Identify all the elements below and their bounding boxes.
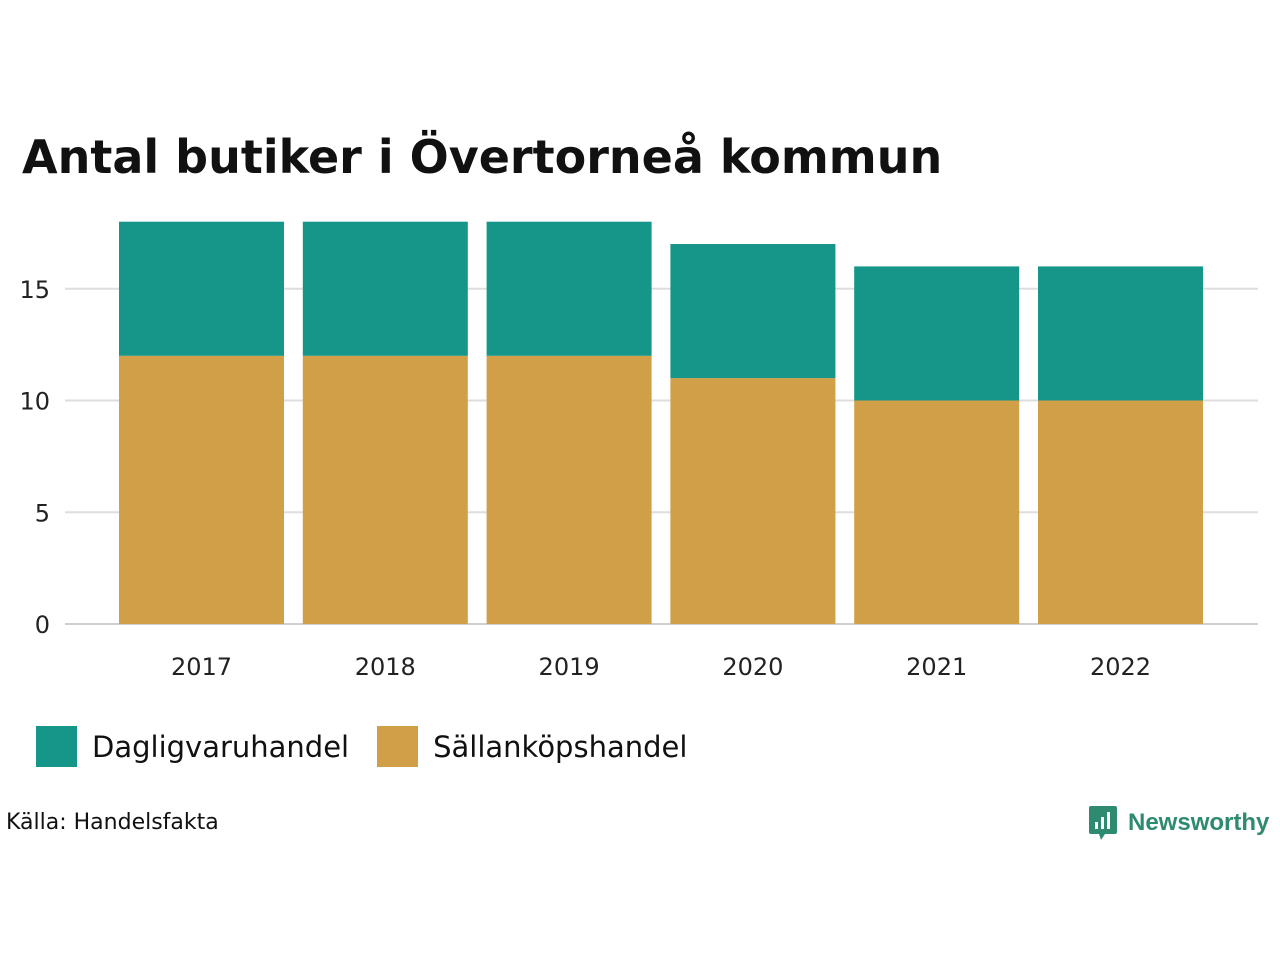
bar-dagligvaruhandel-2020 <box>670 244 836 379</box>
x-tick-label-2018: 2018 <box>355 653 416 681</box>
bar-dagligvaruhandel-2021 <box>854 266 1020 401</box>
legend-label-sallankopshandel: Sällanköpshandel <box>433 729 688 764</box>
stacked-bar-chart: 0 5 10 15 2017 2018 2019 2020 2021 2022 <box>19 221 1258 681</box>
source-note: Källa: Handelsfakta <box>6 810 219 835</box>
y-tick-label: 0 <box>35 611 50 639</box>
bar-sallankopshandel-2021 <box>854 400 1020 624</box>
bar-dagligvaruhandel-2017 <box>119 221 284 356</box>
legend-label-dagligvaruhandel: Dagligvaruhandel <box>92 729 350 764</box>
bar-sallankopshandel-2017 <box>119 355 284 624</box>
legend-swatch-sallankopshandel <box>377 726 419 767</box>
bar-sallankopshandel-2022 <box>1038 400 1203 624</box>
bar-sallankopshandel-2020 <box>670 378 836 624</box>
bar-chart-speech-bubble-icon <box>1089 806 1117 840</box>
y-tick-label: 10 <box>19 388 50 416</box>
x-tick-label-2017: 2017 <box>171 653 232 681</box>
legend-item-sallankopshandel: Sällanköpshandel <box>377 726 687 767</box>
bar-dagligvaruhandel-2018 <box>302 221 468 356</box>
legend-item-dagligvaruhandel: Dagligvaruhandel <box>36 726 349 767</box>
bar-dagligvaruhandel-2019 <box>486 221 652 356</box>
legend: Dagligvaruhandel Sällanköpshandel <box>36 726 715 767</box>
x-tick-label-2019: 2019 <box>539 653 600 681</box>
brand-name: Newsworthy <box>1128 809 1270 836</box>
y-tick-label: 5 <box>35 499 50 527</box>
x-tick-label-2021: 2021 <box>906 653 967 681</box>
x-tick-label-2022: 2022 <box>1090 653 1151 681</box>
bar-sallankopshandel-2018 <box>302 355 468 624</box>
x-tick-label-2020: 2020 <box>722 653 783 681</box>
bar-sallankopshandel-2019 <box>486 355 652 624</box>
y-tick-label: 15 <box>19 276 50 304</box>
bar-dagligvaruhandel-2022 <box>1038 266 1203 401</box>
brand-logo: Newsworthy <box>1088 804 1269 842</box>
legend-swatch-dagligvaruhandel <box>36 726 77 767</box>
chart-title: Antal butiker i Övertorneå kommun <box>22 130 943 184</box>
